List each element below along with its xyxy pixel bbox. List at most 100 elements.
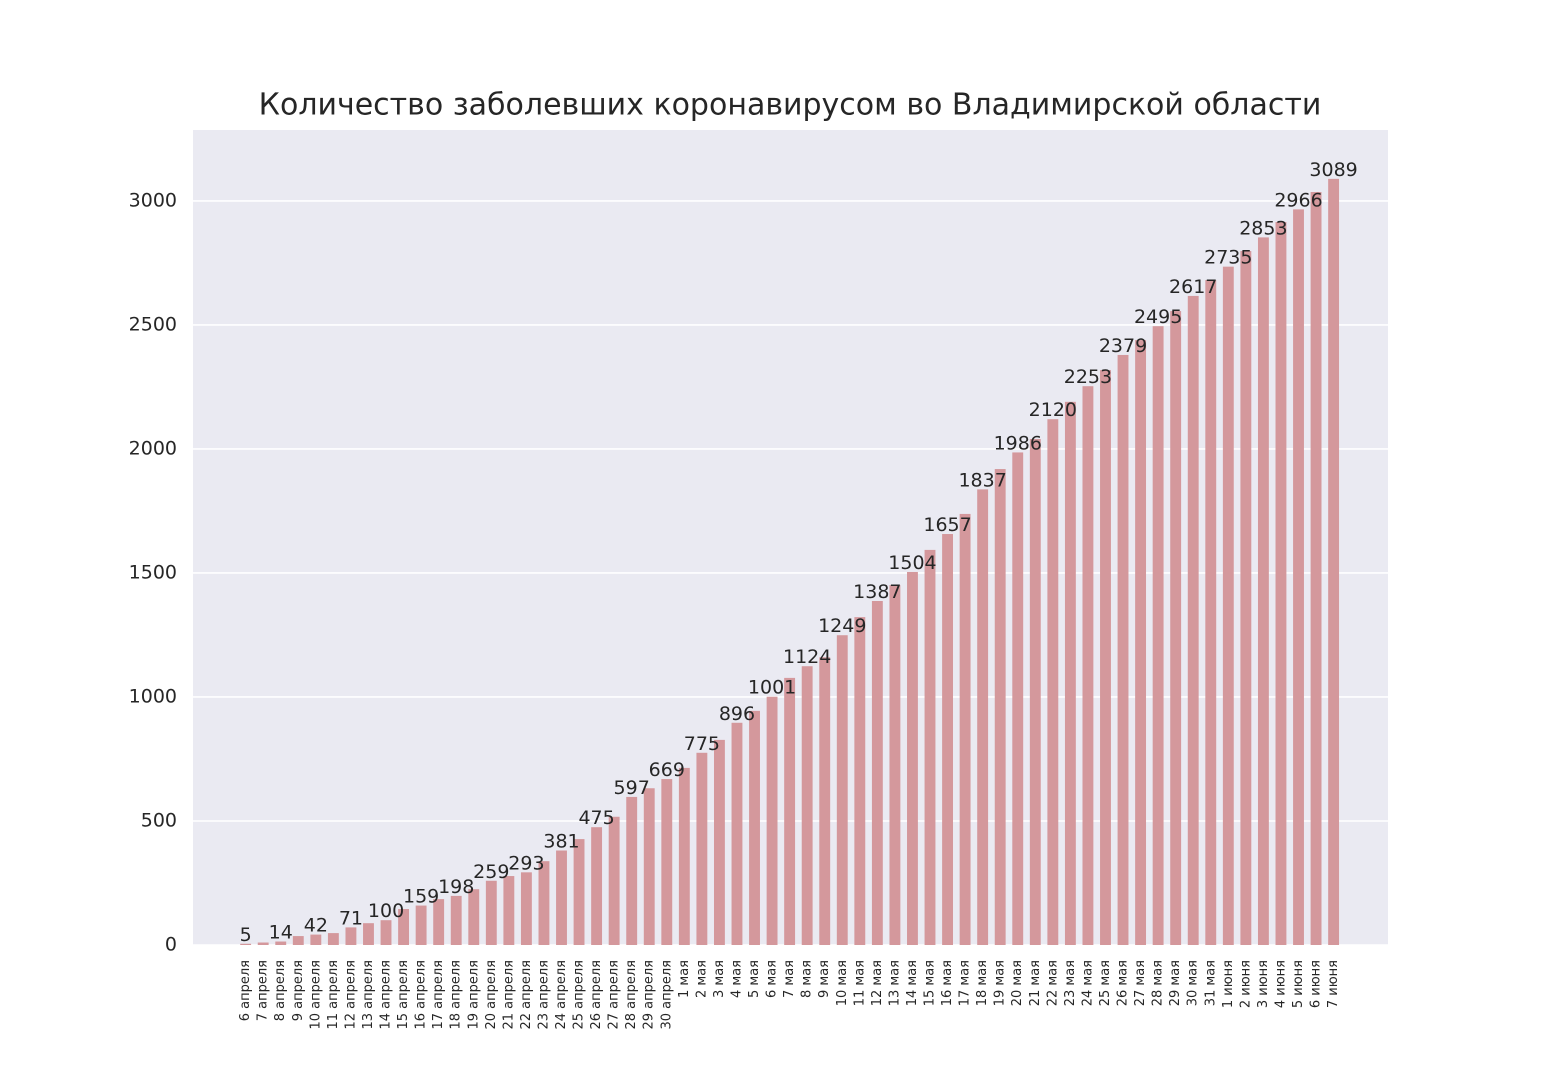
- x-tick-label: 3 июня: [1256, 960, 1271, 1008]
- x-tick-label: 11 апреля: [326, 960, 341, 1030]
- x-tick-label: 25 мая: [1098, 960, 1113, 1006]
- x-tick-label: 22 мая: [1045, 960, 1060, 1006]
- bar: [485, 880, 497, 945]
- bar: [292, 936, 304, 945]
- bar: [942, 534, 953, 945]
- data-label: 597: [614, 777, 650, 799]
- bar: [731, 722, 743, 945]
- bar: [608, 816, 620, 945]
- bar: [1187, 295, 1199, 946]
- data-label: 775: [684, 733, 720, 755]
- data-label: 2379: [1099, 335, 1147, 357]
- bar: [1135, 340, 1147, 945]
- bar: [678, 767, 690, 945]
- x-tick-label: 11 мая: [852, 960, 867, 1006]
- bar: [468, 889, 480, 945]
- data-label: 1657: [923, 514, 971, 536]
- y-tick-label: 1500: [129, 561, 177, 583]
- y-tick-label: 2500: [129, 313, 177, 335]
- x-tick-label: 18 апреля: [449, 960, 464, 1030]
- data-label: 259: [473, 861, 509, 883]
- bar: [784, 677, 796, 945]
- bar: [450, 895, 462, 945]
- bar: [907, 571, 918, 945]
- bar: [556, 850, 567, 945]
- x-tick-label: 23 мая: [1063, 960, 1078, 1006]
- bar: [994, 469, 1006, 945]
- x-tick-label: 16 мая: [940, 960, 955, 1006]
- x-tick-label: 6 июня: [1309, 960, 1324, 1008]
- bar: [889, 585, 901, 945]
- x-tick-label: 26 апреля: [589, 960, 604, 1030]
- x-tick-label: 4 июня: [1273, 960, 1288, 1008]
- x-tick-label: 21 мая: [1028, 960, 1043, 1006]
- bar: [924, 549, 936, 945]
- x-tick-label: 2 мая: [694, 960, 709, 998]
- data-label: 2735: [1204, 247, 1252, 269]
- data-label: 1986: [994, 432, 1042, 454]
- x-tick-label: 1 мая: [677, 960, 692, 998]
- data-label: 896: [719, 703, 755, 725]
- data-label: 71: [339, 907, 363, 929]
- x-tick-label: 16 апреля: [414, 960, 429, 1030]
- bar: [275, 941, 287, 945]
- x-tick-label: 7 апреля: [256, 960, 271, 1021]
- x-tick-label: 27 апреля: [607, 960, 622, 1030]
- x-tick-label: 29 апреля: [642, 960, 657, 1030]
- data-label: 293: [508, 852, 544, 874]
- x-tick-label: 4 мая: [729, 960, 744, 998]
- bar: [1275, 222, 1287, 946]
- bar: [819, 657, 831, 945]
- bar: [1012, 452, 1024, 945]
- x-tick-label: 7 мая: [782, 960, 797, 998]
- data-label: 42: [304, 915, 328, 937]
- x-tick-label: 24 апреля: [554, 960, 569, 1030]
- bar: [1205, 280, 1217, 946]
- data-label: 2253: [1064, 366, 1112, 388]
- data-label: 1837: [958, 469, 1006, 491]
- x-tick-label: 26 мая: [1116, 960, 1131, 1006]
- x-tick-label: 10 мая: [835, 960, 850, 1006]
- x-tick-label: 29 мая: [1168, 960, 1183, 1006]
- x-tick-label: 19 апреля: [466, 960, 481, 1030]
- x-tick-label: 15 апреля: [396, 960, 411, 1030]
- bar: [240, 943, 252, 945]
- x-tick-label: 10 апреля: [308, 960, 323, 1030]
- x-tick-label: 14 мая: [905, 960, 920, 1006]
- x-tick-label: 24 мая: [1080, 960, 1095, 1006]
- y-tick-label: 2000: [129, 437, 177, 459]
- bar: [661, 779, 673, 945]
- y-tick-label: 1000: [129, 685, 177, 707]
- x-tick-label: 6 мая: [765, 960, 780, 998]
- bar: [1064, 401, 1076, 945]
- bar: [626, 796, 638, 945]
- x-tick-label: 6 апреля: [238, 960, 253, 1021]
- chart-title: Количество заболевших коронавирусом во В…: [259, 88, 1322, 123]
- y-tick-label: 0: [165, 934, 177, 956]
- data-label: 14: [269, 922, 293, 944]
- data-label: 1249: [818, 615, 866, 637]
- x-tick-label: 20 апреля: [484, 960, 499, 1030]
- bar: [713, 739, 725, 945]
- x-tick-label: 28 апреля: [624, 960, 639, 1030]
- x-tick-label: 8 мая: [800, 960, 815, 998]
- bar: [1029, 439, 1041, 945]
- bar: [380, 920, 392, 945]
- data-label: 475: [578, 807, 614, 829]
- x-tick-label: 9 мая: [817, 960, 832, 998]
- bar: [836, 635, 848, 945]
- bar: [1328, 178, 1340, 945]
- bar: [1100, 370, 1111, 945]
- bar: [591, 827, 603, 945]
- bar: [1240, 251, 1252, 946]
- bar: [363, 923, 374, 945]
- x-tick-label: 30 мая: [1186, 960, 1201, 1006]
- data-label: 159: [403, 886, 439, 908]
- x-tick-label: 15 мая: [923, 960, 938, 1006]
- x-tick-label: 1 июня: [1221, 960, 1236, 1008]
- x-tick-label: 5 июня: [1291, 960, 1306, 1008]
- data-label: 2966: [1274, 189, 1322, 211]
- x-tick-label: 2 июня: [1238, 960, 1253, 1008]
- x-tick-label: 8 апреля: [273, 960, 288, 1021]
